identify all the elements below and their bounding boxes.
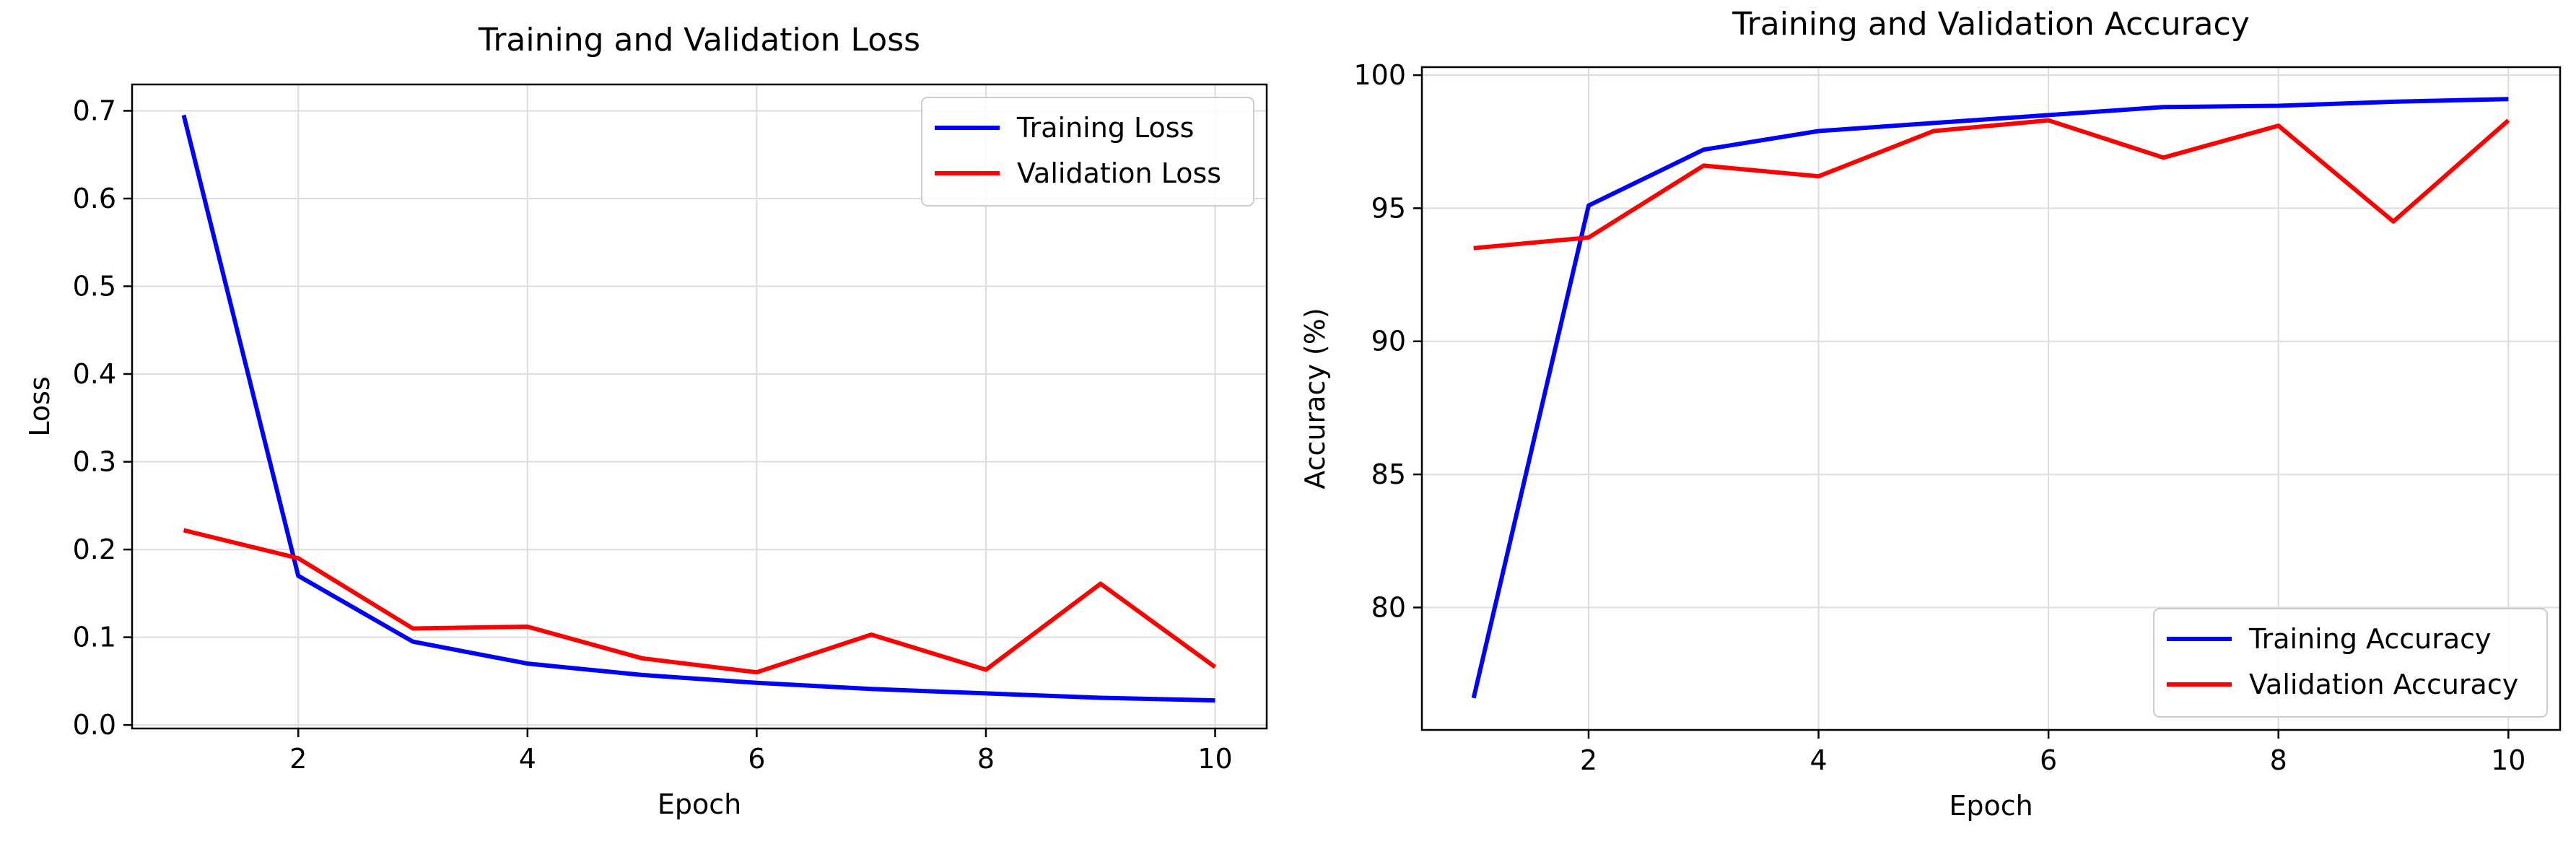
- series-line-training: [181, 114, 1215, 703]
- x-tick-label: 2: [289, 743, 307, 775]
- x-tick-label: 4: [1809, 744, 1827, 776]
- y-tick-label: 100: [1353, 59, 1406, 91]
- grid: [132, 84, 1267, 728]
- legend: Training Loss Validation Loss: [921, 97, 1254, 206]
- y-tick-label: 0.7: [73, 95, 116, 126]
- chart-title: Training and Validation Accuracy: [1732, 6, 2250, 43]
- chart-title: Training and Validation Loss: [478, 22, 920, 58]
- y-axis-label: Loss: [24, 376, 56, 436]
- y-tick-label: 90: [1371, 326, 1406, 357]
- y-tick-label: 0.2: [73, 534, 116, 565]
- legend-label: Validation Accuracy: [2249, 669, 2518, 700]
- legend-box: [921, 97, 1254, 206]
- series-line-training: [1471, 97, 2509, 699]
- x-tick-label: 6: [748, 743, 765, 775]
- x-tick-label: 10: [1197, 743, 1232, 775]
- y-tick-label: 85: [1371, 458, 1406, 490]
- x-tick-label: 10: [2491, 744, 2525, 776]
- x-tick-label: 6: [2040, 744, 2057, 776]
- x-tick-label: 8: [977, 743, 995, 775]
- x-axis-label: Epoch: [658, 788, 741, 820]
- legend-label: Training Loss: [1016, 112, 1194, 144]
- loss-chart: 2 4 6 8 10 0.0 0.1 0.2 0.3 0.4 0.5 0.6 0.7 Training a…: [24, 22, 1268, 820]
- series-line-validation: [183, 528, 1217, 675]
- y-tick-label: 95: [1371, 192, 1406, 224]
- plot-frame: [131, 83, 1268, 730]
- x-tick-label: 8: [2270, 744, 2287, 776]
- grid: [1422, 67, 2560, 730]
- x-tick-label: 2: [1580, 744, 1597, 776]
- y-tick-label: 0.0: [73, 709, 116, 741]
- y-tick-label: 0.6: [73, 183, 116, 214]
- y-tick-label: 80: [1371, 591, 1406, 623]
- y-tick-label: 0.3: [73, 446, 116, 478]
- y-tick-label: 0.1: [73, 622, 116, 653]
- y-tick-label: 0.4: [73, 358, 116, 390]
- plot-frame: [1420, 66, 2562, 731]
- x-axis-label: Epoch: [1949, 790, 2033, 822]
- accuracy-chart: 2 4 6 8 10 80 85 90 95 100 Training and Validation…: [1299, 6, 2562, 822]
- legend-label: Validation Loss: [1017, 157, 1221, 189]
- legend-box: [2153, 608, 2548, 718]
- y-tick-label: 0.5: [73, 271, 116, 303]
- y-axis-label: Accuracy (%): [1299, 308, 1331, 489]
- series-line-validation: [1473, 118, 2510, 251]
- legend-label: Training Accuracy: [2248, 623, 2492, 655]
- x-tick-label: 4: [519, 743, 536, 775]
- legend: Training Accuracy Validation Accuracy: [2153, 608, 2548, 718]
